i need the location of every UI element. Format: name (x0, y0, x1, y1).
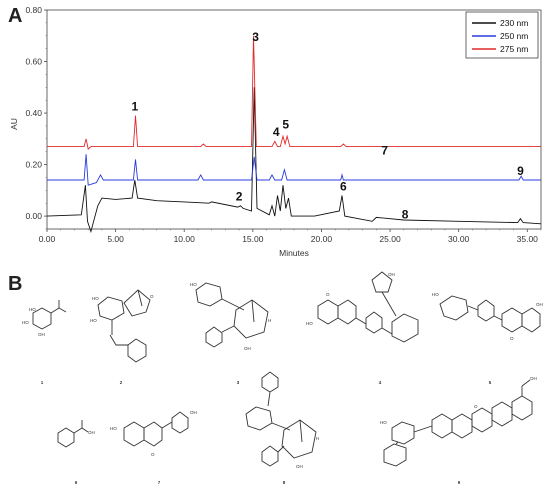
s9-o: O (474, 404, 478, 409)
structure-2: HO HO O (90, 289, 154, 363)
s7-ho: HO (110, 426, 117, 431)
y-axis-title: AU (9, 118, 19, 130)
peak-label-3: 3 (252, 30, 259, 44)
legend-box (465, 11, 539, 59)
s5-ho: HO (432, 292, 439, 297)
s1-oh: OH (38, 332, 45, 337)
structure-3: HO H OH (190, 282, 271, 351)
s3-h: H (268, 318, 271, 323)
peak-label-7: 7 (381, 143, 388, 157)
panel-a-label: A (8, 5, 22, 27)
compound-6-label: 6 (75, 480, 78, 485)
y-tick-label: 0.00 (25, 211, 42, 221)
structure-6: OH (57, 420, 95, 448)
s4-ho: HO (306, 321, 313, 326)
structure-1: HO HO OH (22, 300, 67, 337)
chromatogram-chart: AU Minutes 0.00 0.20 0.40 0.60 0.80 0.00 5.00… (9, 5, 542, 258)
compound-5-label: 5 (489, 380, 492, 385)
y-tick-label: 0.20 (25, 160, 42, 170)
chemical-structures: HO HO OH 1 HO HO O 2 HO H OH (22, 271, 543, 485)
compound-8-label: 8 (283, 480, 286, 485)
y-tick-label: 0.40 (25, 108, 42, 118)
peak-label-8: 8 (402, 208, 409, 222)
s7-o: O (151, 452, 155, 457)
x-tick-label: 0.00 (39, 234, 56, 244)
y-ticks: 0.00 0.20 0.40 0.60 0.80 (25, 5, 47, 230)
s4-o: O (326, 292, 330, 297)
compound-4-label: 4 (379, 380, 382, 385)
compound-3-label: 3 (237, 380, 240, 385)
peak-labels: 1 2 3 45 6 7 8 9 (131, 30, 524, 222)
s2-o: O (150, 294, 154, 299)
panel-b-label: B (8, 273, 22, 295)
compound-7-label: 7 (158, 480, 161, 485)
compound-2-label: 2 (120, 380, 123, 385)
s3-ho: HO (190, 282, 197, 287)
peak-label-4: 4 (273, 125, 280, 139)
s5-o: O (510, 336, 514, 341)
s8-h: H (316, 436, 319, 441)
structure-9: O OH HO (380, 376, 537, 467)
s4-oh: OH (388, 272, 395, 277)
structure-5: HO OH O (432, 292, 543, 341)
x-ticks: 0.00 5.00 10.00 15.00 20.00 25.00 30.00 35.00 (39, 229, 542, 244)
y-tick-label: 0.80 (25, 5, 42, 15)
peak-label-1: 1 (131, 99, 138, 113)
series-lines (46, 35, 542, 234)
x-tick-label: 30.00 (448, 234, 470, 244)
s9-oh: OH (530, 376, 537, 381)
s2-ho: HO (92, 296, 99, 301)
x-tick-label: 10.00 (174, 234, 196, 244)
peak-label-2: 2 (236, 190, 243, 204)
s7-oh: OH (190, 410, 197, 415)
peak-label-9: 9 (517, 164, 524, 178)
series-line-250-nm (47, 154, 541, 186)
compound-1-label: 1 (41, 380, 44, 385)
s1-ho-2: HO (22, 320, 29, 325)
x-tick-label: 20.00 (311, 234, 333, 244)
x-tick-label: 25.00 (379, 234, 401, 244)
x-tick-label: 35.00 (517, 234, 539, 244)
structure-8: H OH (245, 371, 319, 469)
compound-9-label: 9 (458, 480, 461, 485)
legend-entry: 250 nm (500, 31, 528, 41)
structure-7: HO OH O (110, 410, 197, 457)
legend-entry: 275 nm (500, 44, 528, 54)
structure-4: HO O OH (306, 271, 419, 343)
x-tick-label: 5.00 (107, 234, 124, 244)
s5-oh: OH (536, 302, 543, 307)
peak-label-6: 6 (340, 179, 347, 193)
s9-ho: HO (380, 420, 387, 425)
s1-ho-1: HO (29, 307, 36, 312)
series-line-275-nm (47, 35, 541, 150)
legend: 230 nm 250 nm 275 nm (465, 11, 539, 59)
x-axis-title: Minutes (279, 248, 309, 258)
s2-ho-2: HO (90, 318, 97, 323)
peak-label-5: 5 (282, 118, 289, 132)
s8-oh: OH (296, 464, 303, 469)
series-line-230-nm (46, 87, 542, 234)
x-tick-label: 15.00 (242, 234, 264, 244)
s3-oh: OH (244, 346, 251, 351)
y-tick-label: 0.60 (25, 57, 42, 67)
s6-oh: OH (88, 430, 95, 435)
legend-entry: 230 nm (500, 18, 528, 28)
